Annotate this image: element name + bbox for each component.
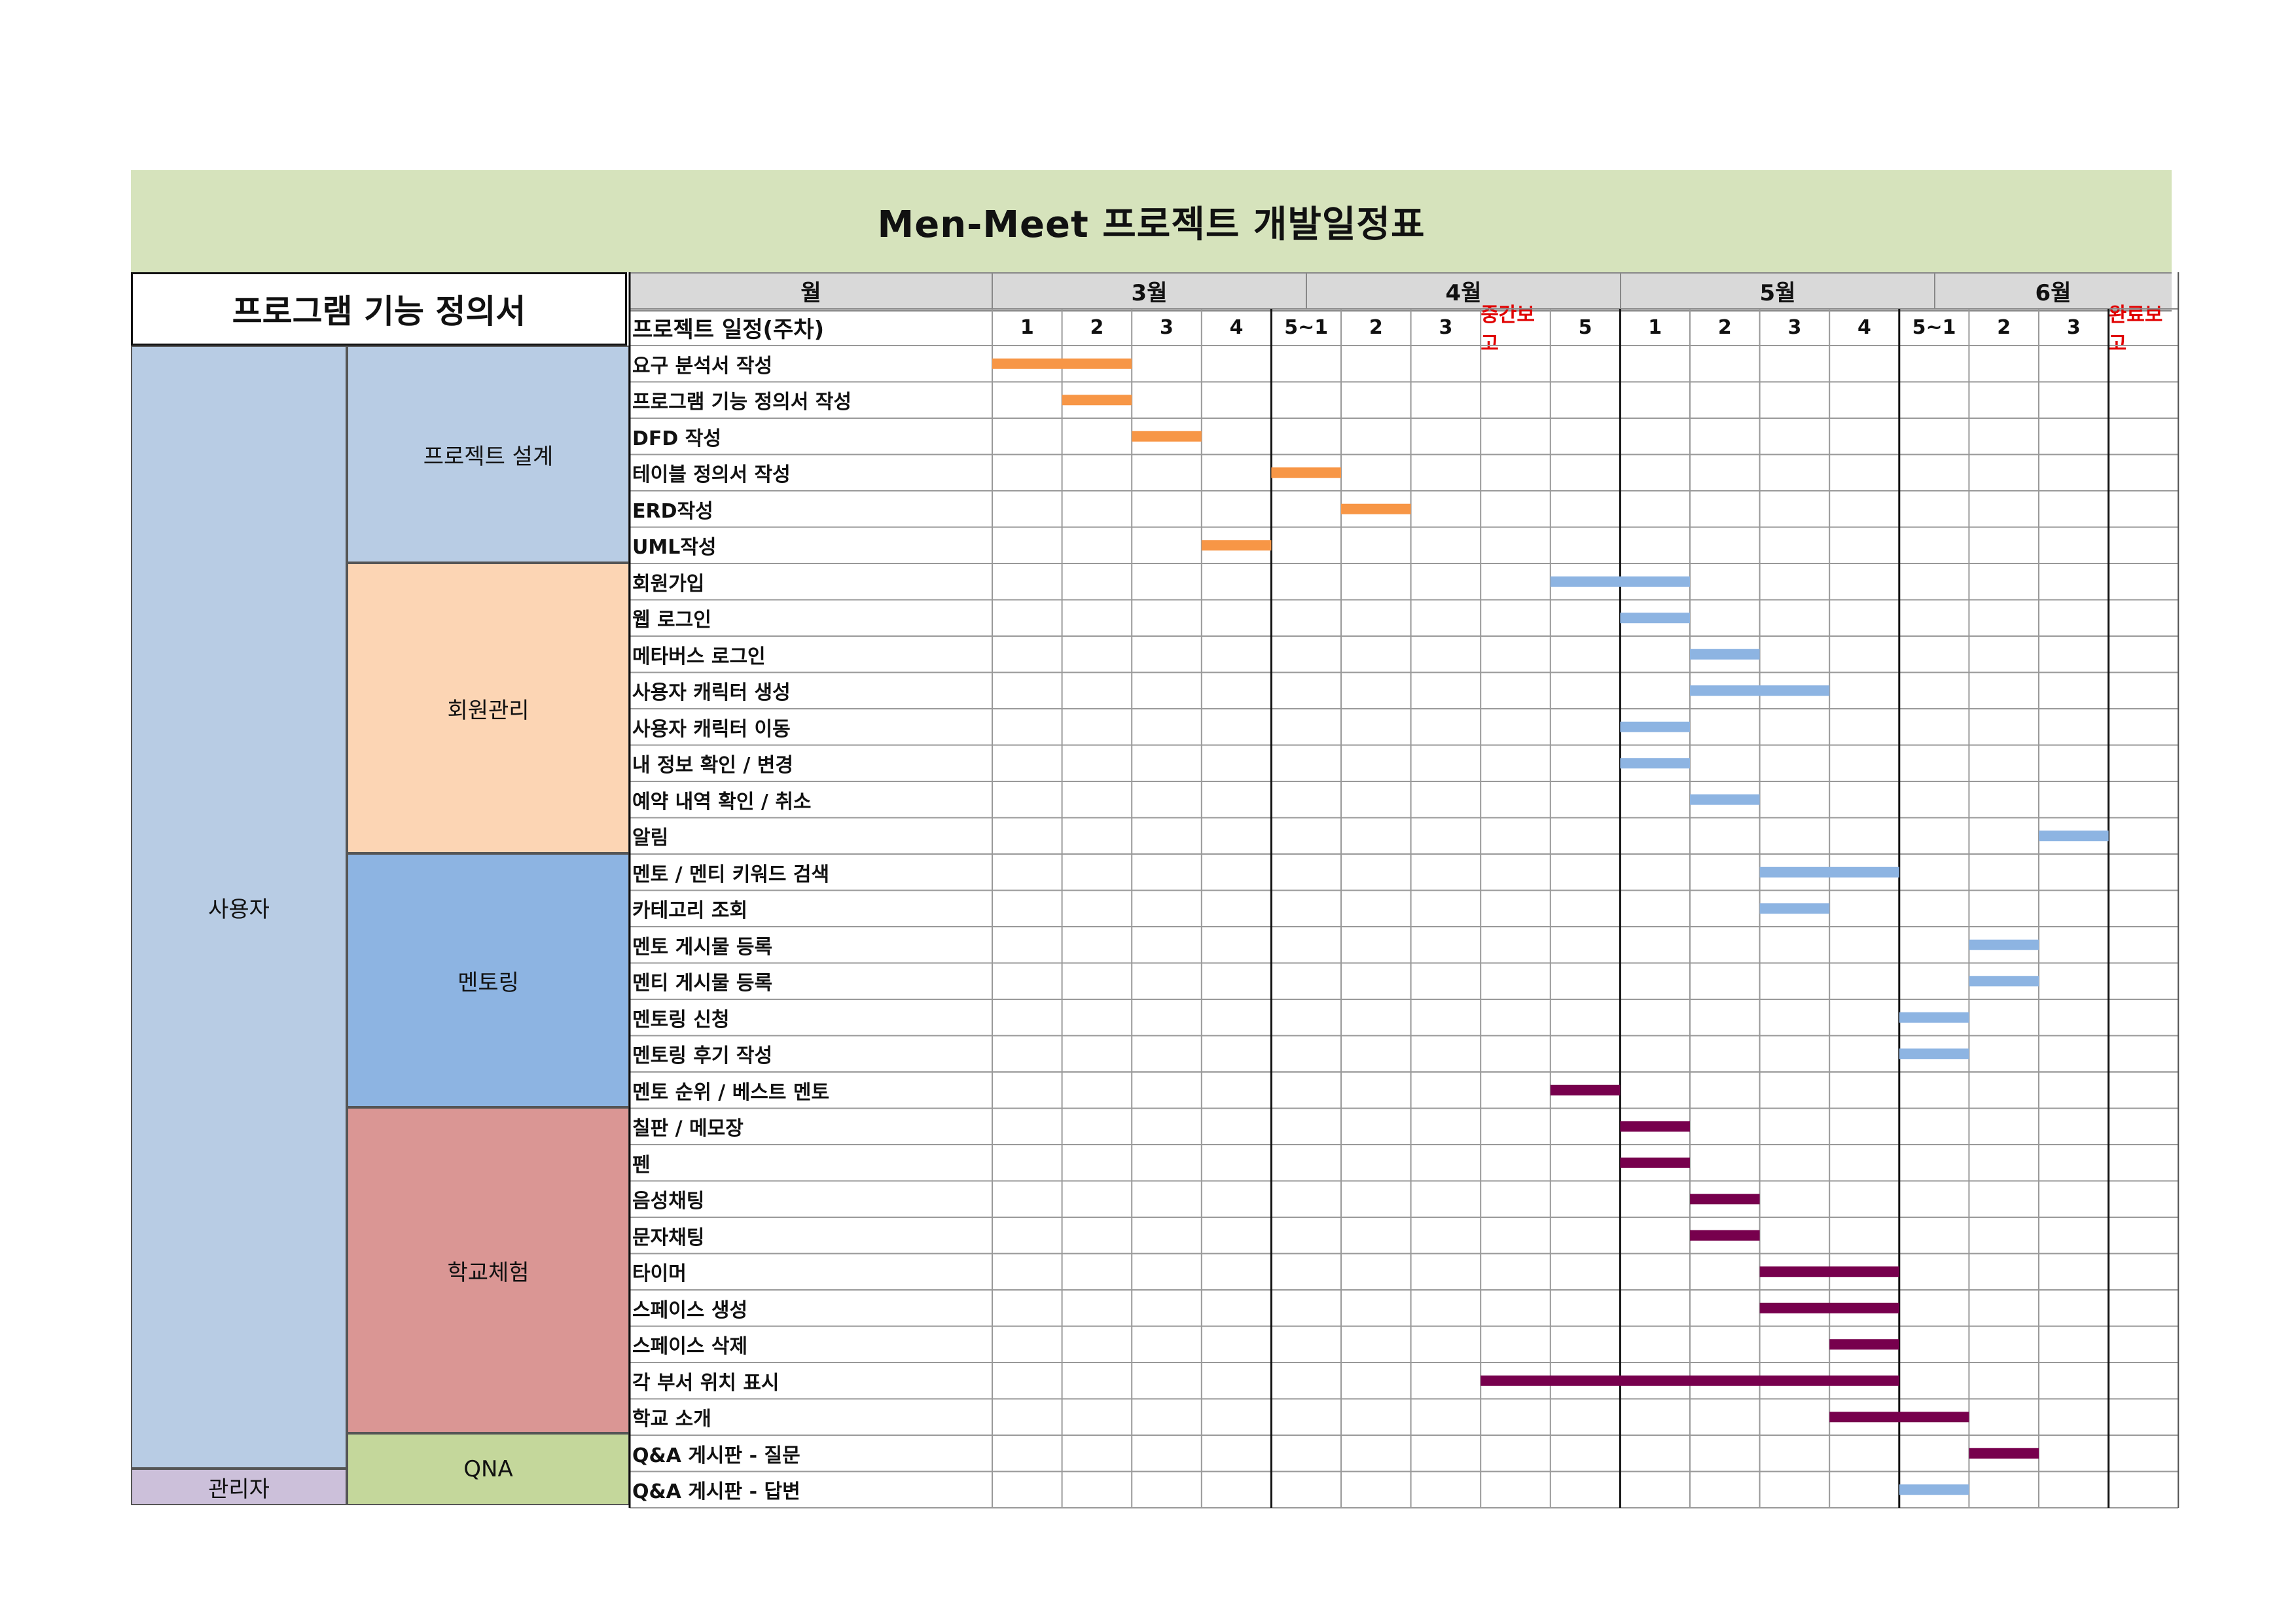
task-label: 사용자 캐릭터 생성 (632, 681, 791, 705)
gantt-bar (1899, 1012, 1969, 1023)
task-label: 각 부서 위치 표시 (632, 1371, 780, 1395)
gantt-bar (1969, 976, 2039, 987)
week-label: 3 (2066, 315, 2081, 339)
week-label: 2 (1717, 315, 1732, 339)
gantt-bar (1969, 1448, 2039, 1459)
task-label: DFD 작성 (632, 427, 721, 450)
category-school: 학교체험 (347, 1107, 630, 1433)
task-label: 알림 (632, 827, 669, 850)
gantt-bar (1620, 1121, 1690, 1132)
task-label: UML작성 (632, 536, 717, 560)
task-label: 요구 분석서 작성 (632, 354, 773, 378)
gantt-bar (1062, 395, 1132, 406)
gantt-bar (1899, 1048, 1969, 1060)
task-label: 멘토링 신청 (632, 1008, 730, 1031)
gantt-bar (1132, 431, 1202, 442)
gantt-bar (1620, 721, 1690, 732)
gantt-bar (1759, 903, 1830, 914)
task-label: 학교 소개 (632, 1408, 711, 1431)
week-label: 4 (1229, 315, 1244, 339)
gantt-bar (1759, 1266, 1899, 1277)
gantt-bar (1201, 540, 1272, 551)
gantt-bar (1620, 1157, 1690, 1168)
gantt-bar (1690, 685, 1830, 696)
category-design: 프로젝트 설계 (347, 346, 630, 563)
week-label: 2 (1997, 315, 2011, 339)
gantt-bar (1899, 1484, 1969, 1495)
month-label: 월 (800, 279, 821, 306)
week-label: 5~1 (1912, 315, 1956, 339)
task-label: 멘토 게시물 등록 (632, 935, 773, 959)
task-label: 스페이스 삭제 (632, 1335, 748, 1359)
task-label: 타이머 (632, 1262, 687, 1286)
task-label: Q&A 게시판 - 질문 (632, 1444, 800, 1467)
gantt-bar (1690, 1194, 1760, 1205)
week-label: 4 (1857, 315, 1871, 339)
schedule-label: 프로젝트 일정(주차) (632, 316, 825, 343)
gantt-bar (1480, 1375, 1899, 1386)
task-label: 메타버스 로그인 (632, 645, 766, 668)
page-title: Men-Meet 프로젝트 개발일정표 (131, 170, 2172, 272)
month-june: 6월 (2035, 279, 2072, 306)
task-label: 음성채팅 (632, 1190, 705, 1213)
task-label: 카테고리 조회 (632, 899, 748, 923)
week-label: 2 (1090, 315, 1104, 339)
week-label: 3 (1160, 315, 1174, 339)
task-label: 프로그램 기능 정의서 작성 (632, 391, 852, 414)
task-label: 멘티 게시물 등록 (632, 972, 773, 995)
task-label: 테이블 정의서 작성 (632, 463, 791, 487)
gantt-bar (1969, 939, 2039, 950)
gantt-bar (1271, 467, 1341, 478)
gantt-bar (1829, 1412, 1969, 1423)
task-label: 스페이스 생성 (632, 1298, 748, 1322)
category-mentoring: 멘토링 (347, 853, 630, 1107)
week-label: 3 (1787, 315, 1802, 339)
task-label: 예약 내역 확인 / 취소 (632, 790, 812, 813)
gantt-bar (1759, 1302, 1899, 1313)
gantt-bar (1759, 866, 1899, 878)
week-label: 1 (1648, 315, 1662, 339)
task-label: 사용자 캐릭터 이동 (632, 717, 791, 741)
week-label: 1 (1020, 315, 1034, 339)
month-header-row (630, 272, 2172, 312)
task-label: 웹 로그인 (632, 609, 711, 632)
left-header: 프로그램 기능 정의서 (131, 272, 627, 346)
task-label: 멘토 순위 / 베스트 멘토 (632, 1080, 830, 1104)
group-admin: 관리자 (131, 1469, 347, 1505)
gantt-bar (1690, 1230, 1760, 1241)
task-label: 칠판 / 메모장 (632, 1117, 744, 1141)
gantt-bar (1620, 613, 1690, 624)
task-label: 펜 (632, 1153, 651, 1177)
gantt-bar (1550, 1084, 1621, 1096)
week-label: 5~1 (1284, 315, 1329, 339)
gantt-bar (1690, 649, 1760, 660)
task-label: 멘토 / 멘티 키워드 검색 (632, 863, 830, 886)
gantt-bar (1620, 758, 1690, 769)
week-label: 5 (1578, 315, 1592, 339)
task-label: 문자채팅 (632, 1226, 705, 1249)
group-user: 사용자 (131, 346, 347, 1469)
gantt-bar (1829, 1339, 1899, 1350)
gantt-bar (1341, 503, 1411, 514)
month-may: 5월 (1759, 279, 1796, 306)
category-qna: QNA (347, 1433, 630, 1505)
month-march: 3월 (1131, 279, 1168, 306)
gantt-bar (1550, 576, 1690, 587)
gantt-bar (2039, 830, 2109, 842)
task-label: Q&A 게시판 - 답변 (632, 1480, 800, 1504)
week-label: 3 (1439, 315, 1453, 339)
task-label: 회원가입 (632, 572, 705, 596)
month-april: 4월 (1445, 279, 1482, 306)
gantt-bar (1690, 794, 1760, 805)
gantt-bar (992, 358, 1132, 369)
task-label: 멘토링 후기 작성 (632, 1044, 773, 1068)
task-label: ERD작성 (632, 499, 713, 523)
week-label: 2 (1369, 315, 1383, 339)
task-label: 내 정보 확인 / 변경 (632, 754, 793, 777)
